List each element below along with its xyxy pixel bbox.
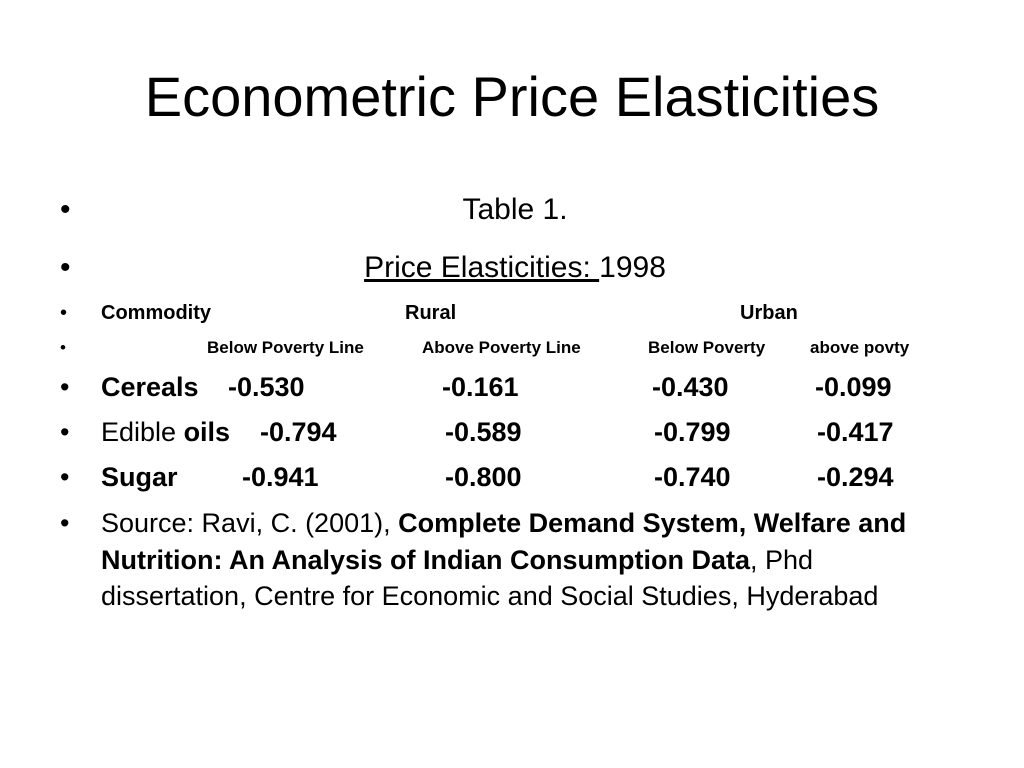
source-suffix: , Phd dissertation, Centre for Economic …: [101, 544, 879, 612]
subheader-urban-above: above povty: [810, 338, 910, 357]
row-urban-below: -0.430: [652, 372, 729, 402]
row-rural-above: -0.800: [445, 462, 522, 492]
bullet-icon: •: [60, 508, 70, 538]
row-urban-above: -0.294: [817, 462, 894, 492]
bullet-icon: •: [60, 251, 71, 284]
bullet-icon: •: [60, 462, 70, 492]
row-urban-below: -0.740: [654, 462, 731, 492]
row-commodity-bold: oils: [183, 417, 231, 447]
header-rural: Rural: [405, 302, 457, 324]
table-caption: Table 1.: [462, 193, 568, 226]
bullet-icon: •: [60, 302, 68, 324]
source-title: Complete Demand System, Welfare and Nutr…: [101, 508, 907, 575]
slide-title: Econometric Price Elasticities: [144, 65, 880, 128]
subheader-rural-above: Above Poverty Line: [422, 338, 581, 357]
row-commodity-plain: Edible: [101, 417, 184, 447]
row-commodity: Cereals: [101, 372, 199, 402]
row-commodity: Sugar: [101, 462, 178, 492]
subheader-urban-below: Below Poverty: [648, 338, 766, 357]
row-rural-above: -0.161: [442, 372, 519, 402]
row-rural-below: -0.530: [228, 372, 305, 402]
source-prefix: Source: Ravi, C. (2001),: [101, 508, 399, 538]
subcaption-underlined: Price Elasticities:: [364, 251, 600, 284]
row-rural-below: -0.794: [260, 417, 337, 447]
subheader-rural-below: Below Poverty Line: [207, 338, 364, 357]
bullet-icon: •: [60, 372, 70, 402]
bullet-icon: •: [60, 193, 71, 226]
row-urban-above: -0.417: [817, 417, 894, 447]
table-subcaption: Price Elasticities: 1998: [100, 250, 930, 286]
row-rural-below: -0.941: [242, 462, 319, 492]
row-commodity: Edible oils: [101, 415, 230, 449]
source-citation: Source: Ravi, C. (2001), Complete Demand…: [101, 505, 961, 615]
row-urban-above: -0.099: [815, 372, 892, 402]
bullet-icon: •: [60, 417, 70, 447]
subcaption-year: 1998: [599, 251, 666, 284]
bullet-icon: •: [60, 338, 66, 357]
row-urban-below: -0.799: [654, 417, 731, 447]
header-urban: Urban: [740, 302, 798, 324]
header-commodity: Commodity: [101, 302, 211, 324]
row-rural-above: -0.589: [445, 417, 522, 447]
